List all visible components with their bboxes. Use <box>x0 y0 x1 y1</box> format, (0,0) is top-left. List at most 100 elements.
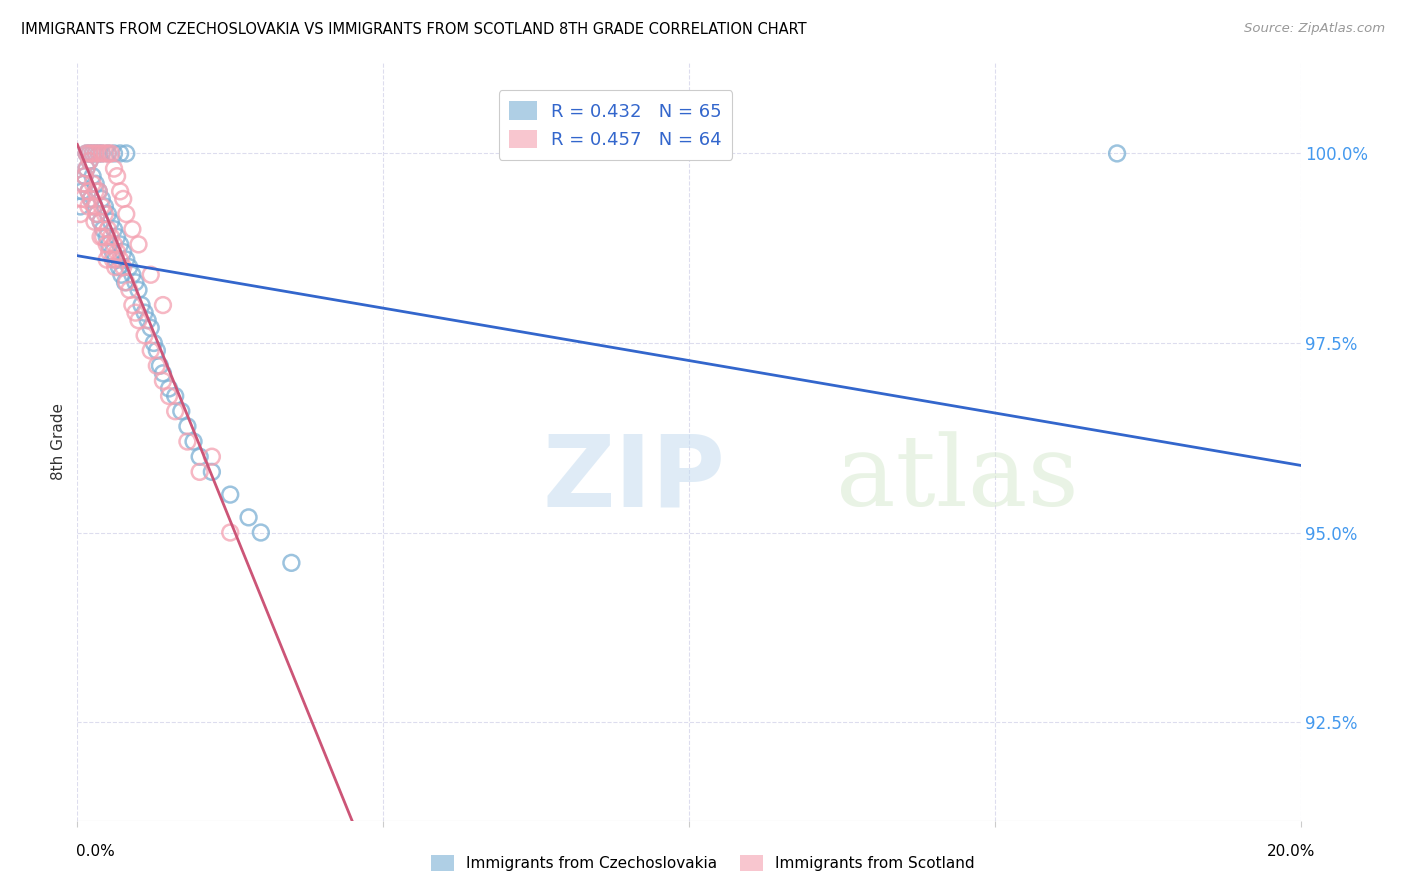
Point <box>108 260 131 275</box>
Point <box>183 434 205 449</box>
Point <box>219 525 242 540</box>
Point <box>134 306 156 320</box>
Point <box>157 389 180 403</box>
Point <box>87 146 110 161</box>
Point <box>84 146 107 161</box>
Point <box>114 276 136 290</box>
Point <box>104 260 127 275</box>
Point <box>100 215 122 229</box>
Y-axis label: 8th Grade: 8th Grade <box>51 403 66 480</box>
Point <box>170 404 193 418</box>
Point <box>76 161 98 176</box>
Point <box>96 237 118 252</box>
Point <box>188 450 211 464</box>
Point <box>176 419 198 434</box>
Point <box>96 230 118 244</box>
Point <box>104 252 127 267</box>
Point <box>142 336 165 351</box>
Point <box>176 434 198 449</box>
Point <box>87 185 110 199</box>
Point <box>105 169 128 184</box>
Point <box>84 146 107 161</box>
Text: Source: ZipAtlas.com: Source: ZipAtlas.com <box>1244 22 1385 36</box>
Point <box>94 146 117 161</box>
Point <box>1107 146 1129 161</box>
Point <box>115 207 138 221</box>
Point <box>134 328 156 343</box>
Point <box>76 146 98 161</box>
Point <box>146 343 169 358</box>
Point <box>97 222 120 236</box>
Point <box>124 306 146 320</box>
Point <box>105 245 128 260</box>
Point <box>90 200 112 214</box>
Point <box>94 200 117 214</box>
Point <box>127 283 149 297</box>
Point <box>139 343 162 358</box>
Point <box>201 465 224 479</box>
Point <box>98 245 121 260</box>
Point <box>90 192 112 206</box>
Point <box>118 283 141 297</box>
Point <box>97 207 120 221</box>
Point <box>83 215 105 229</box>
Point <box>77 200 100 214</box>
Point <box>90 215 112 229</box>
Point <box>80 192 103 206</box>
Point <box>79 154 101 169</box>
Point <box>84 177 107 191</box>
Point <box>69 200 91 214</box>
Point <box>115 276 138 290</box>
Point <box>131 298 153 312</box>
Point <box>101 245 124 260</box>
Point <box>121 298 143 312</box>
Point <box>152 367 174 381</box>
Text: atlas: atlas <box>835 432 1078 527</box>
Point <box>72 177 94 191</box>
Point <box>121 222 143 236</box>
Point <box>152 298 174 312</box>
Point <box>152 374 174 388</box>
Point <box>124 276 146 290</box>
Point <box>110 268 132 282</box>
Point <box>79 146 101 161</box>
Point <box>188 465 211 479</box>
Point <box>108 252 131 267</box>
Point <box>127 313 149 327</box>
Point <box>219 488 242 502</box>
Point <box>103 161 125 176</box>
Point <box>108 146 131 161</box>
Text: 0.0%: 0.0% <box>76 845 115 859</box>
Point <box>86 207 108 221</box>
Point <box>118 260 141 275</box>
Text: ZIP: ZIP <box>543 431 725 528</box>
Point <box>139 268 162 282</box>
Point <box>69 207 91 221</box>
Point <box>97 146 120 161</box>
Point <box>127 237 149 252</box>
Point <box>76 161 98 176</box>
Point <box>82 146 104 161</box>
Point <box>70 185 93 199</box>
Point <box>115 146 138 161</box>
Point <box>112 260 135 275</box>
Point <box>91 222 114 236</box>
Point <box>77 185 100 199</box>
Point <box>98 237 121 252</box>
Point <box>100 146 122 161</box>
Text: IMMIGRANTS FROM CZECHOSLOVAKIA VS IMMIGRANTS FROM SCOTLAND 8TH GRADE CORRELATION: IMMIGRANTS FROM CZECHOSLOVAKIA VS IMMIGR… <box>21 22 807 37</box>
Point <box>72 177 94 191</box>
Point <box>96 252 118 267</box>
Point <box>77 185 100 199</box>
Point <box>103 222 125 236</box>
Point <box>103 146 125 161</box>
Point <box>97 146 120 161</box>
Point <box>139 321 162 335</box>
Point <box>100 230 122 244</box>
Point <box>165 404 187 418</box>
Legend: R = 0.432   N = 65, R = 0.457   N = 64: R = 0.432 N = 65, R = 0.457 N = 64 <box>499 90 733 160</box>
Point <box>112 192 135 206</box>
Point <box>165 389 187 403</box>
Point <box>82 177 104 191</box>
Point <box>238 510 260 524</box>
